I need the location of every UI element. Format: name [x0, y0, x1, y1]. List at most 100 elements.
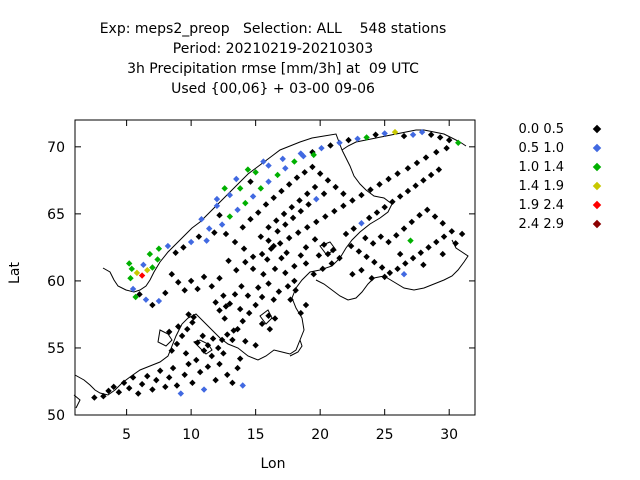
station-point [302, 260, 310, 267]
station-point [436, 134, 444, 141]
station-point [264, 256, 271, 263]
station-point [205, 225, 213, 232]
station-point [222, 303, 230, 310]
y-tick-label: 50 [47, 408, 65, 424]
station-point [162, 383, 169, 391]
station-point [156, 367, 164, 374]
station-point [257, 185, 265, 192]
station-point [242, 338, 249, 345]
station-point [378, 264, 386, 271]
station-point [381, 130, 388, 137]
station-point [282, 221, 289, 228]
station-point [142, 296, 150, 303]
station-point [270, 242, 277, 250]
station-point [181, 287, 188, 294]
station-point [443, 144, 450, 152]
station-point [224, 331, 231, 338]
station-point [190, 313, 197, 321]
station-point [293, 174, 301, 181]
plot-frame [74, 119, 476, 416]
legend-item: 2.4 2.9 [490, 215, 620, 234]
station-point [358, 191, 365, 199]
station-point [368, 275, 375, 282]
station-point [297, 207, 305, 215]
y-tick-label: 70 [47, 140, 65, 156]
station-point [302, 244, 310, 251]
station-point [226, 191, 234, 199]
station-point [149, 386, 156, 393]
station-point [128, 265, 135, 273]
station-point [138, 380, 146, 388]
station-point [292, 287, 299, 294]
station-point [115, 389, 123, 396]
station-point [332, 183, 339, 191]
station-point [322, 213, 329, 220]
station-point [155, 297, 163, 305]
station-point [363, 134, 370, 141]
station-point [420, 261, 427, 269]
station-point [162, 289, 169, 297]
station-point [221, 315, 228, 322]
legend-item-label: 1.9 2.4 [518, 198, 564, 213]
station-point [194, 285, 201, 293]
station-point [144, 372, 151, 380]
station-point [216, 212, 223, 219]
station-point [125, 260, 133, 267]
station-point [265, 312, 272, 319]
station-point [260, 271, 267, 278]
station-point [133, 269, 141, 277]
station-point [187, 238, 195, 246]
station-point [391, 128, 399, 136]
station-point [153, 376, 160, 384]
station-point [230, 327, 237, 334]
station-point [196, 368, 204, 376]
station-point [245, 309, 253, 317]
station-point [225, 257, 232, 264]
station-point [200, 347, 208, 354]
station-point [138, 272, 146, 279]
station-point [199, 332, 206, 340]
station-point [239, 382, 246, 389]
station-point [271, 315, 279, 322]
station-point [229, 336, 236, 344]
station-point [369, 240, 377, 247]
station-point [120, 379, 128, 387]
station-point [439, 220, 446, 227]
station-point [295, 229, 302, 236]
station-point [404, 187, 412, 195]
station-point [247, 216, 254, 223]
station-point [435, 166, 443, 173]
station-point [182, 350, 190, 357]
station-point [216, 275, 223, 282]
station-point [144, 266, 151, 274]
station-point [408, 218, 415, 226]
station-point [409, 131, 417, 138]
station-point [316, 170, 324, 177]
station-point [140, 261, 147, 269]
station-point [181, 371, 188, 378]
chart-title-line-1: Exp: meps2_preop Selection: ALL 548 stat… [99, 21, 447, 37]
chart-title-line-4: Used {00,06} + 03-00 09-06 [171, 81, 375, 97]
station-point [258, 293, 266, 301]
station-point [427, 171, 435, 179]
station-point [278, 187, 285, 195]
station-point [329, 246, 337, 254]
station-point [296, 197, 303, 204]
station-point [257, 233, 265, 240]
station-point [208, 283, 215, 290]
station-point [445, 136, 453, 144]
station-point [249, 253, 257, 260]
station-point [309, 163, 316, 171]
station-point [377, 233, 385, 240]
station-point [345, 136, 352, 144]
station-point [452, 240, 459, 247]
legend-swatch [592, 219, 602, 229]
station-point [389, 198, 396, 205]
station-point [265, 237, 272, 244]
station-point [211, 229, 218, 236]
station-point [180, 244, 187, 251]
legend-item: 1.0 1.4 [490, 158, 620, 177]
station-point [291, 262, 298, 270]
x-axis-label: Lon [260, 456, 286, 472]
